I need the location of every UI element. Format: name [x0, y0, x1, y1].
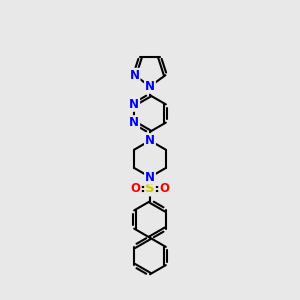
Text: O: O — [159, 182, 169, 195]
Text: S: S — [145, 182, 155, 195]
Text: N: N — [145, 134, 155, 147]
Text: N: N — [129, 98, 139, 111]
Text: N: N — [129, 116, 139, 129]
Text: N: N — [130, 69, 140, 82]
Text: N: N — [145, 80, 155, 93]
Text: O: O — [131, 182, 141, 195]
Text: N: N — [145, 171, 155, 184]
